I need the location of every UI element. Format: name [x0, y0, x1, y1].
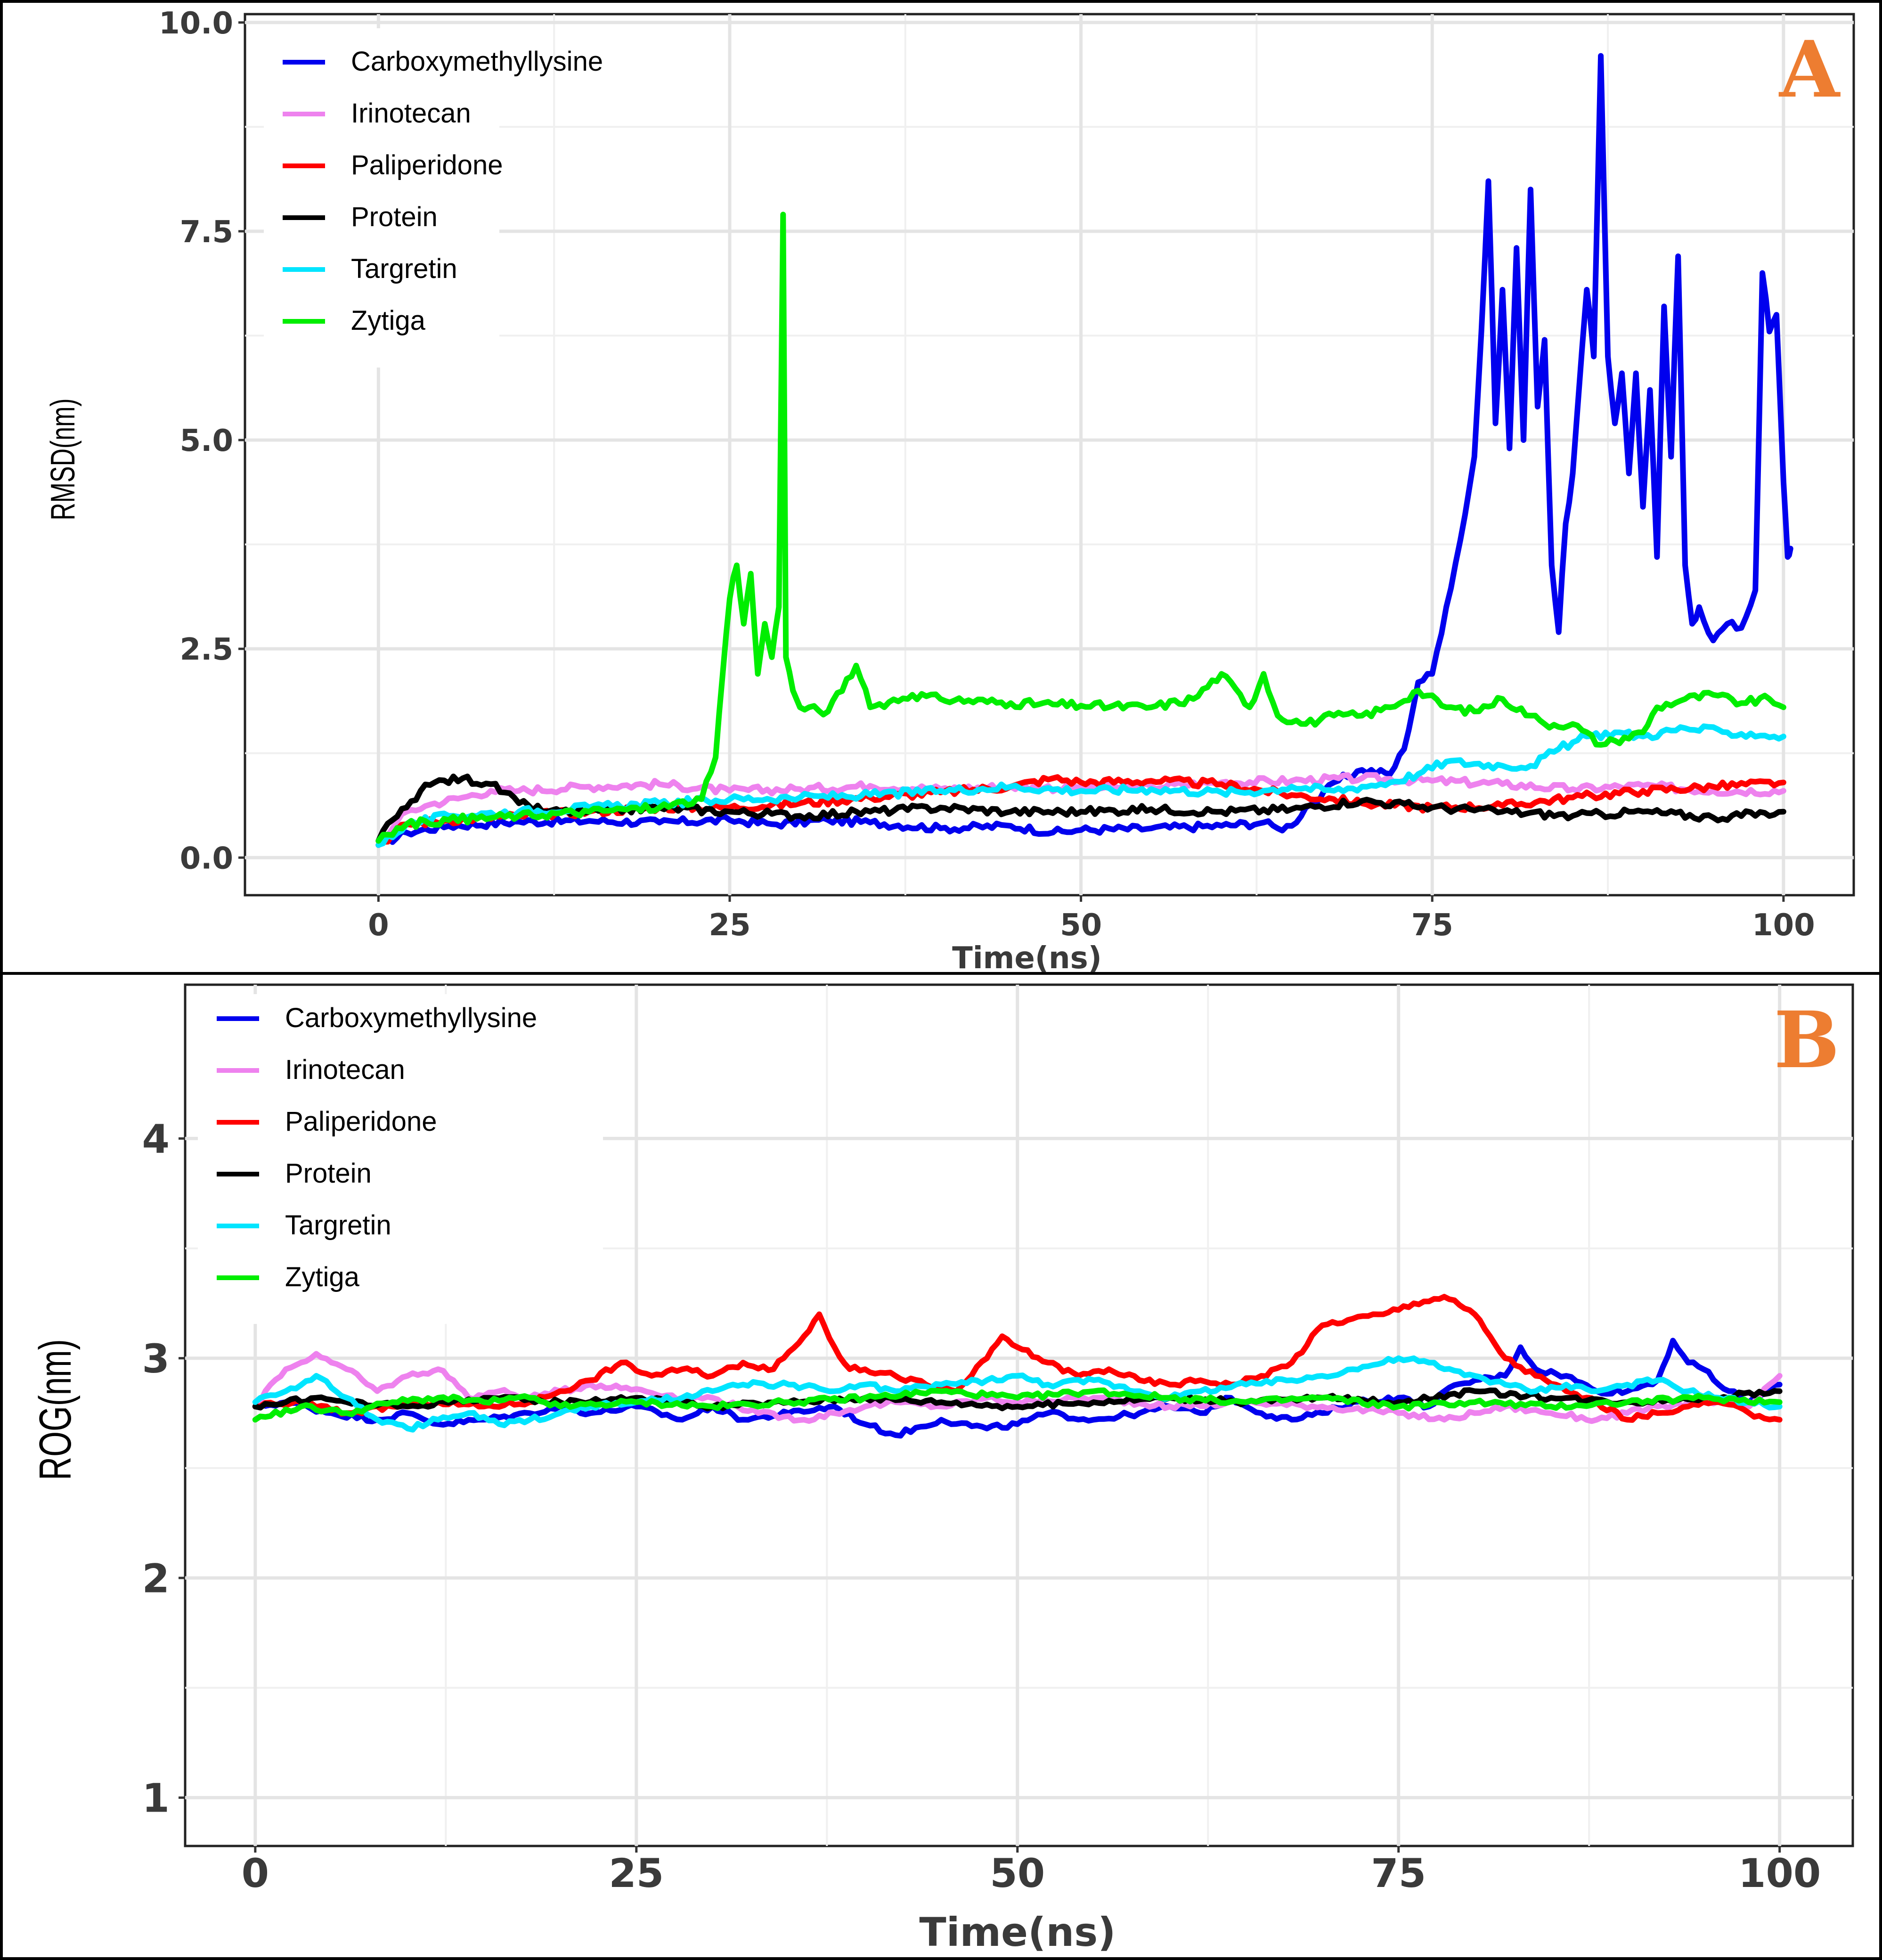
panel-a-y-axis: 0.0 2.5 5.0 7.5 10.0	[159, 6, 245, 876]
panel-b-x-tick-label: 100	[1738, 1850, 1821, 1896]
panel-b-y-tick-label: 3	[142, 1336, 170, 1382]
panel-b-y-tick-label: 2	[142, 1555, 170, 1601]
panel-b-legend-label: Irinotecan	[285, 1054, 405, 1085]
panel-b-y-tick-label: 4	[142, 1116, 170, 1162]
panel-b-series-line-targretin	[252, 1355, 1783, 1433]
panel-b-legend-background	[198, 994, 603, 1324]
panel-a-legend: Carboxymethyllysine Irinotecan Paliperidon…	[264, 28, 603, 368]
panel-a-legend-label: Paliperidone	[351, 150, 503, 180]
panel-a-x-axis: 0 25 50 75 100	[368, 895, 1815, 943]
panel-b-letter: B	[1774, 994, 1840, 1086]
panel-b-legend-label: Targretin	[285, 1210, 391, 1241]
panel-a-x-axis-label: Time(ns)	[952, 941, 1102, 976]
panel-a-y-tick-label: 7.5	[180, 215, 233, 250]
panel-b-legend-label: Carboxymethyllysine	[285, 1003, 537, 1033]
panel-a-plot-area	[244, 13, 1855, 897]
panel-b-series-line-irinotecan	[252, 1351, 1783, 1424]
panel-b-legend-label: Zytiga	[285, 1262, 360, 1292]
panel-a-series-lines	[375, 53, 1793, 848]
panel-a-x-tick-label: 0	[368, 908, 389, 943]
panel-b-y-axis-label: ROG(nm)	[30, 1339, 81, 1480]
panel-a-y-tick-label: 5.0	[180, 424, 233, 458]
panel-b-y-axis: 1 2 3 4	[142, 1116, 185, 1821]
panel-b: 1 2 3 4 0 25 50 75 100 Time(ns) ROG(nm) Carboxy…	[30, 983, 1854, 1955]
panel-a-y-axis-label: RMSD(nm)	[44, 398, 82, 520]
panel-a-letter: A	[1778, 24, 1841, 115]
panel-b-series-line-zytiga	[252, 1387, 1783, 1423]
panel-b-x-axis: 0 25 50 75 100	[242, 1846, 1821, 1896]
panel-b-legend: Carboxymethyllysine Irinotecan Paliperidon…	[198, 994, 603, 1324]
panel-a-y-tick-label: 10.0	[159, 6, 233, 41]
panel-b-x-axis-label: Time(ns)	[919, 1909, 1116, 1955]
panel-a-x-tick-label: 25	[709, 908, 750, 943]
panel-a-legend-label: Targretin	[351, 253, 457, 284]
panel-b-x-tick-label: 75	[1371, 1850, 1426, 1896]
panel-b-y-tick-label: 1	[142, 1775, 170, 1821]
panel-b-legend-label: Protein	[285, 1158, 372, 1189]
panel-a-legend-label: Zytiga	[351, 305, 426, 336]
panel-b-series-line-paliperidone	[252, 1294, 1783, 1423]
panel-a-legend-label: Irinotecan	[351, 98, 471, 129]
panel-a-x-tick-label: 100	[1752, 908, 1815, 943]
panel-a-x-tick-label: 50	[1060, 908, 1102, 943]
panel-b-series-lines	[252, 1294, 1783, 1439]
panel-a-y-tick-label: 2.5	[180, 632, 233, 667]
panel-b-border	[0, 972, 1882, 1960]
panel-a: 0.0 2.5 5.0 7.5 10.0 0 25 50 75 100 Time(ns) RMS…	[44, 6, 1855, 976]
panel-b-series-line-carboxymethyllysine	[252, 1338, 1783, 1439]
panel-b-x-tick-label: 0	[242, 1850, 269, 1896]
panel-a-legend-background	[264, 28, 499, 368]
panel-a-legend-label: Protein	[351, 202, 438, 232]
panel-b-x-tick-label: 50	[990, 1850, 1045, 1896]
panel-a-series-line-carboxymethyllysine	[375, 53, 1793, 848]
panel-a-series-line-targretin	[375, 723, 1786, 848]
panel-b-legend-label: Paliperidone	[285, 1106, 437, 1137]
panel-a-y-tick-label: 0.0	[180, 841, 233, 876]
panel-a-series-line-zytiga	[375, 212, 1786, 844]
panel-a-legend-label: Carboxymethyllysine	[351, 46, 603, 77]
panel-a-x-tick-label: 75	[1411, 908, 1453, 943]
panel-b-x-tick-label: 25	[609, 1850, 664, 1896]
